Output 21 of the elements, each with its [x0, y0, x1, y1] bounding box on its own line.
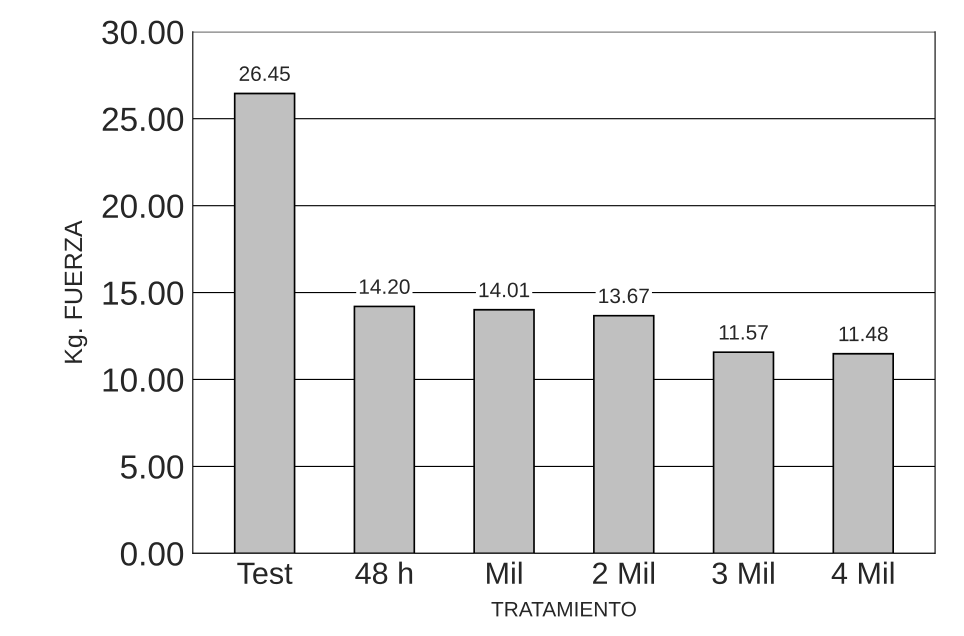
- y-tick-label: 0.00: [120, 542, 184, 566]
- y-tick-label: 20.00: [102, 194, 184, 218]
- x-tick-label: Test: [237, 562, 292, 584]
- y-tick-label: 5.00: [120, 455, 184, 479]
- y-tick-label: 25.00: [102, 108, 184, 132]
- data-label: 11.57: [720, 325, 768, 340]
- data-label: 11.48: [840, 326, 888, 342]
- y-tick-label: 10.00: [104, 368, 184, 392]
- data-label: 26.45: [240, 66, 290, 82]
- x-tick-label: 48 h: [355, 562, 412, 584]
- data-label: 14.20: [360, 279, 410, 294]
- y-tick-label: 15.00: [104, 281, 184, 305]
- x-tick-label: Mil: [487, 562, 522, 584]
- x-axis-title: TRATAMIENTO: [491, 602, 636, 617]
- data-label: 13.67: [599, 288, 649, 304]
- y-axis-title: Kg. FUERZA: [64, 220, 88, 363]
- x-tick-label: 4 Mil: [832, 562, 894, 584]
- x-tick-label: 2 Mil: [593, 562, 654, 584]
- y-tick-label: 30.00: [102, 20, 184, 44]
- x-tick-label: 3 Mil: [712, 562, 774, 584]
- data-label: 14.01: [480, 282, 530, 298]
